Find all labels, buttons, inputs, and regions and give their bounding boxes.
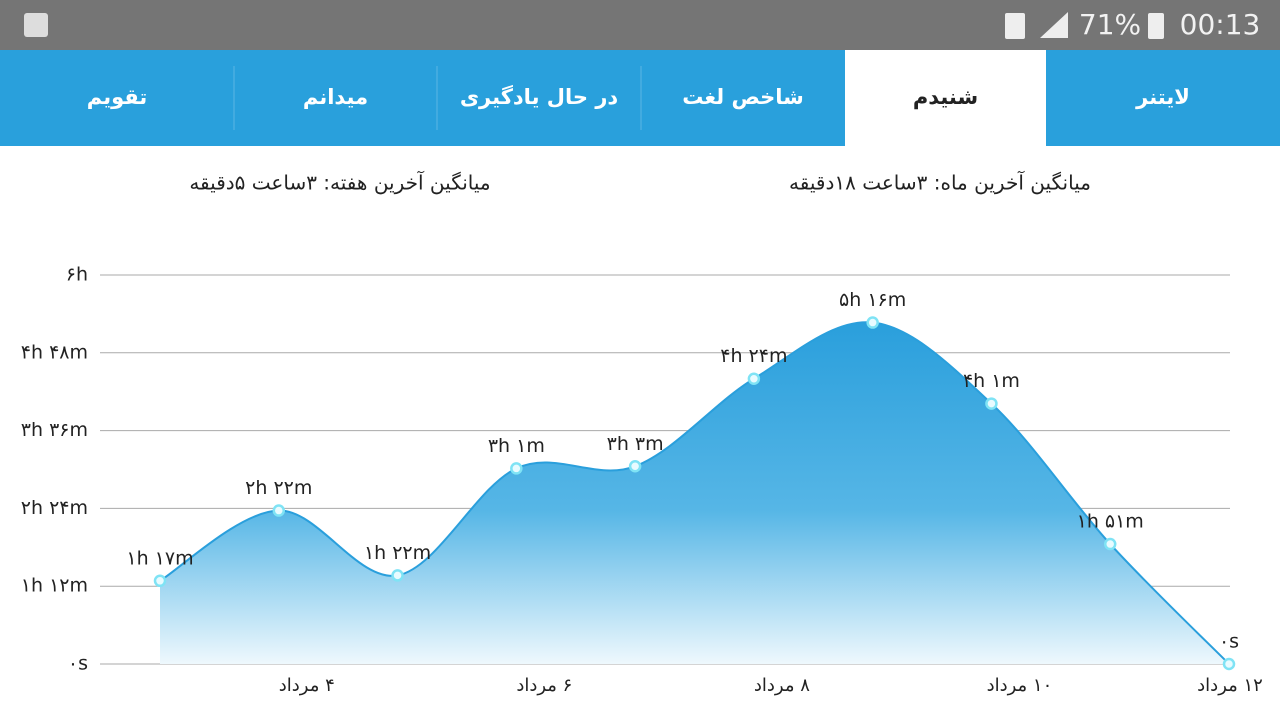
battery-icon xyxy=(1148,13,1164,39)
y-tick-label: ۳h ۳۶m xyxy=(21,419,88,441)
usb-icon xyxy=(24,13,48,37)
week-average: میانگین آخرین هفته: ۳ساعت ۵دقیقه xyxy=(189,170,490,195)
tab[interactable]: میدانم xyxy=(303,66,438,130)
value-label: ۰s xyxy=(1219,631,1239,653)
y-tick-label: ۱h ۱۲m xyxy=(21,575,88,597)
y-tick-label: ۴h ۴۸m xyxy=(21,341,88,363)
tab-label: شاخص لغت xyxy=(682,85,804,109)
tab[interactable]: شنیدم xyxy=(845,50,1046,146)
point xyxy=(272,504,286,517)
value-label: ۱h ۲۲m xyxy=(364,542,431,564)
area xyxy=(160,322,1229,664)
tab-active-bg xyxy=(845,50,1046,146)
point xyxy=(985,397,998,410)
y-tick-label: ۰s xyxy=(68,653,88,675)
point xyxy=(866,316,879,329)
x-tick-label: ۸ مرداد xyxy=(754,675,810,696)
tab[interactable]: لایتنر xyxy=(1135,85,1190,109)
value-label: ۲h ۲۲m xyxy=(245,477,312,499)
point xyxy=(153,574,167,588)
value-label: ۳h ۱m xyxy=(488,435,545,457)
value-label: ۱h ۵۱m xyxy=(1077,511,1144,533)
line xyxy=(159,321,1230,665)
value-label: ۴h ۱m xyxy=(963,370,1020,392)
point xyxy=(1222,657,1236,671)
y-tick-label: ۲h ۲۴m xyxy=(21,497,88,519)
tab[interactable]: شاخص لغت xyxy=(682,85,804,109)
x-tick-label: ۱۰ مرداد xyxy=(987,675,1053,696)
battery-text: 71% xyxy=(1079,8,1141,41)
clock: 00:13 xyxy=(1180,8,1261,41)
tab-label: تقویم xyxy=(87,85,148,109)
tab-label: شنیدم xyxy=(913,85,978,109)
month-average: میانگین آخرین ماه: ۳ساعت ۱۸دقیقه xyxy=(789,170,1091,195)
tab-bar xyxy=(0,50,1280,146)
signal-icon xyxy=(1040,12,1068,38)
value-label: ۵h ۱۶m xyxy=(839,289,906,311)
point xyxy=(628,460,642,473)
x-tick-label: ۱۲ مرداد xyxy=(1197,675,1263,696)
sim-icon xyxy=(1005,13,1025,39)
x-tick-label: ۴ مرداد xyxy=(279,675,335,696)
point xyxy=(391,569,404,582)
tab[interactable]: تقویم xyxy=(87,66,235,130)
point xyxy=(1103,537,1117,551)
point xyxy=(747,372,761,385)
value-label: ۳h ۳m xyxy=(607,433,664,455)
x-tick-label: ۶ مرداد xyxy=(516,675,572,696)
point xyxy=(510,462,523,475)
tab[interactable]: در حال یادگیری xyxy=(460,66,642,130)
y-tick-label: ۶h xyxy=(66,264,88,286)
tab-label: میدانم xyxy=(303,85,368,109)
tab-label: در حال یادگیری xyxy=(460,84,619,109)
value-label: ۴h ۲۴m xyxy=(720,345,787,367)
value-label: ۱h ۱۷m xyxy=(126,547,193,569)
tab-label: لایتنر xyxy=(1135,85,1190,109)
